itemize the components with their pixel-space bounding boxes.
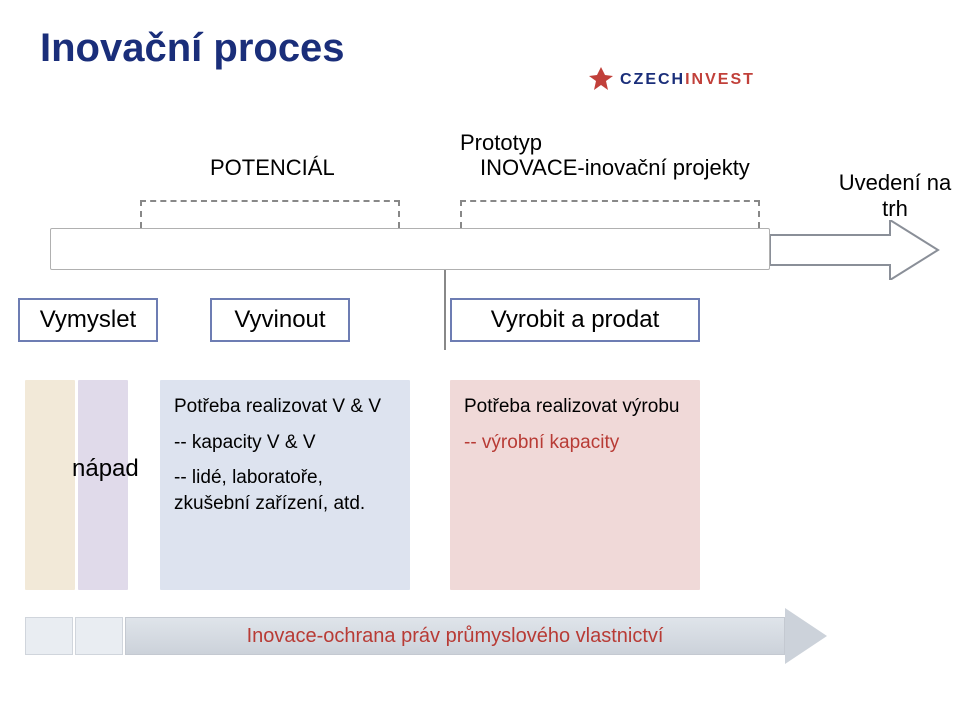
brace-potencial <box>140 200 400 228</box>
vyroba-need: Potřeba realizovat výrobu <box>464 394 690 420</box>
col-idea-a <box>25 380 75 590</box>
page-title: Inovační proces <box>40 26 345 71</box>
col-vv-text: Potřeba realizovat V & V -- kapacity V &… <box>160 380 410 523</box>
stage-vymyslet: Vymyslet <box>18 298 158 342</box>
logo-accent: INVEST <box>685 71 755 88</box>
stage-vyvinout: Vyvinout <box>210 298 350 342</box>
arrowhead-icon <box>785 608 827 664</box>
vv-sub1: -- kapacity V & V <box>174 430 400 456</box>
label-prototyp: Prototyp <box>460 130 542 156</box>
vyroba-sub1: -- výrobní kapacity <box>464 430 690 456</box>
divider-prototype <box>444 270 446 350</box>
bottom-sq1 <box>25 617 73 655</box>
logo-text: CZECHINVEST <box>620 71 755 89</box>
arrow-label: Uvedení na trh <box>830 170 960 222</box>
label-napad: nápad <box>72 455 139 483</box>
logo-prefix: CZECH <box>620 71 685 88</box>
czechinvest-logo: CZECHINVEST <box>590 70 755 90</box>
col-vyroba-text: Potřeba realizovat výrobu -- výrobní kap… <box>450 380 700 461</box>
vv-sub2: -- lidé, laboratoře, zkušební zařízení, … <box>174 465 400 516</box>
bottom-arrow-body: Inovace-ochrana práv průmyslového vlastn… <box>125 617 785 655</box>
col-idea-b <box>78 380 128 590</box>
bottom-sq2 <box>75 617 123 655</box>
logo-icon <box>590 70 610 90</box>
col-vyroba: Potřeba realizovat výrobu -- výrobní kap… <box>450 380 700 590</box>
bottom-arrow: Inovace-ochrana práv průmyslového vlastn… <box>25 608 827 664</box>
label-potencial: POTENCIÁL <box>210 155 335 181</box>
brace-inovace <box>460 200 760 228</box>
col-vv: Potřeba realizovat V & V -- kapacity V &… <box>160 380 410 590</box>
vv-need: Potřeba realizovat V & V <box>174 394 400 420</box>
stage-vyrobit: Vyrobit a prodat <box>450 298 700 342</box>
main-bar <box>50 228 770 270</box>
label-inovace: INOVACE-inovační projekty <box>480 155 750 181</box>
arrow-icon <box>770 220 940 280</box>
bottom-arrow-text: Inovace-ochrana práv průmyslového vlastn… <box>247 625 664 648</box>
